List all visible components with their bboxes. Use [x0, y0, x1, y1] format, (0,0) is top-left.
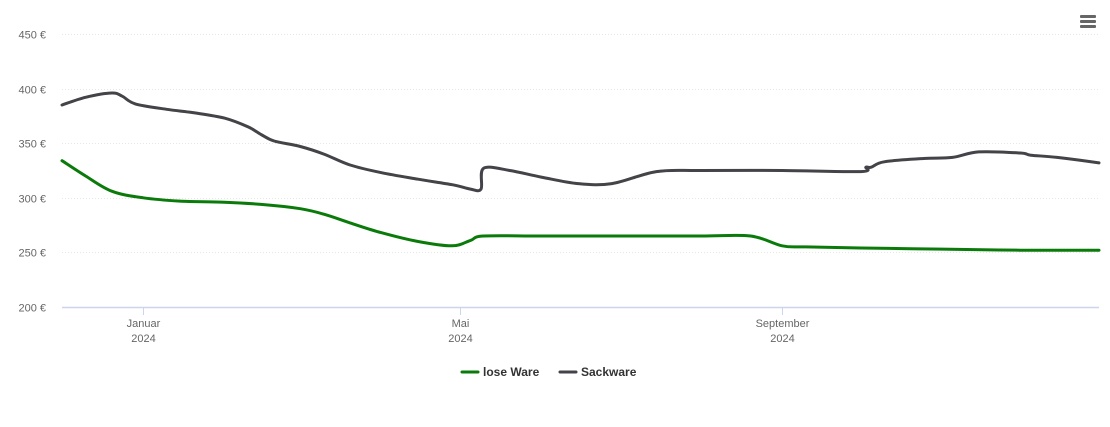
x-tick-label-year: 2024 [448, 333, 472, 345]
grid-lines [62, 34, 1099, 253]
x-axis: Januar 2024 Mai 2024 September 2024 [62, 306, 1099, 345]
series-line-lose-ware[interactable] [60, 159, 1101, 252]
y-tick-label: 400 € [18, 85, 46, 97]
x-tick-label-year: 2024 [131, 333, 155, 345]
x-tick-label-month: Januar [127, 318, 161, 330]
y-axis: 200 € 250 € 300 € 350 € 400 € 450 € [18, 30, 46, 315]
legend-item[interactable]: lose Ware [460, 365, 540, 379]
legend-label: lose Ware [483, 365, 540, 379]
y-tick-label: 250 € [18, 248, 46, 260]
x-tick-label-month: September [756, 318, 810, 330]
y-tick-label: 350 € [18, 139, 46, 151]
y-tick-label: 450 € [18, 30, 46, 42]
series-lines [60, 91, 1101, 252]
series-line-sackware[interactable] [60, 91, 1101, 193]
y-tick-label: 300 € [18, 194, 46, 206]
legend-item[interactable]: Sackware [558, 365, 637, 379]
legend: lose Ware Sackware [460, 365, 637, 379]
hamburger-menu-icon[interactable] [1074, 10, 1102, 34]
x-tick-label-year: 2024 [770, 333, 794, 345]
x-tick-label-month: Mai [452, 318, 470, 330]
y-tick-label: 200 € [18, 303, 46, 315]
legend-label: Sackware [581, 365, 637, 379]
